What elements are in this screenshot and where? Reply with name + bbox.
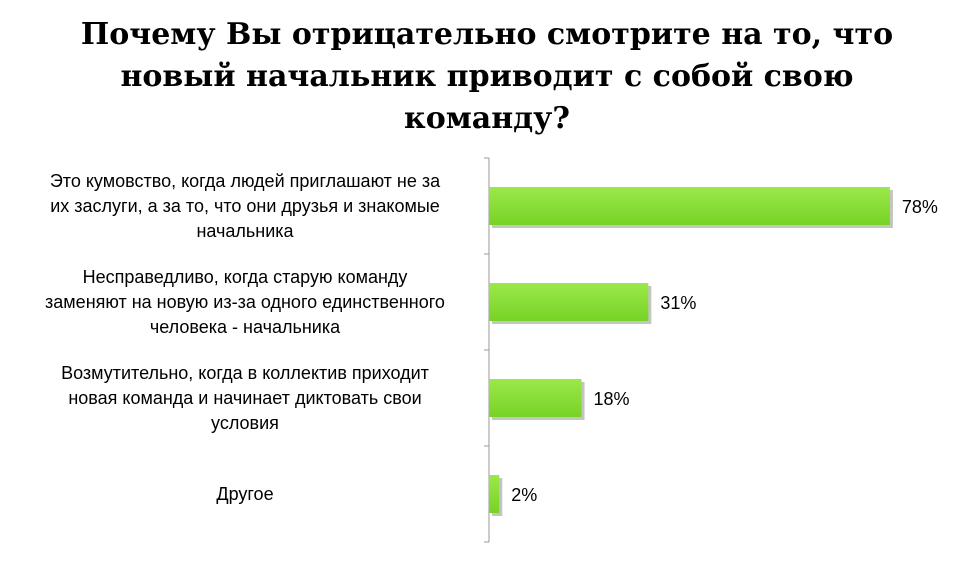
- category-label: Несправедливо, когда старую команду замен…: [45, 267, 445, 337]
- chart-title: Почему Вы отрицательно смотрите на то, ч…: [80, 17, 894, 136]
- value-label: 18%: [594, 389, 630, 409]
- bar: [489, 379, 582, 417]
- category-label: Это кумовство, когда людей приглашают не…: [50, 171, 441, 241]
- category-label: Другое: [216, 484, 273, 504]
- value-label: 2%: [511, 485, 537, 505]
- value-label: 78%: [902, 197, 938, 217]
- bar: [489, 187, 890, 225]
- value-label: 31%: [660, 293, 696, 313]
- category-label: Возмутительно, когда в коллектив приходи…: [61, 363, 429, 433]
- bar: [489, 283, 649, 321]
- bar: [489, 475, 500, 513]
